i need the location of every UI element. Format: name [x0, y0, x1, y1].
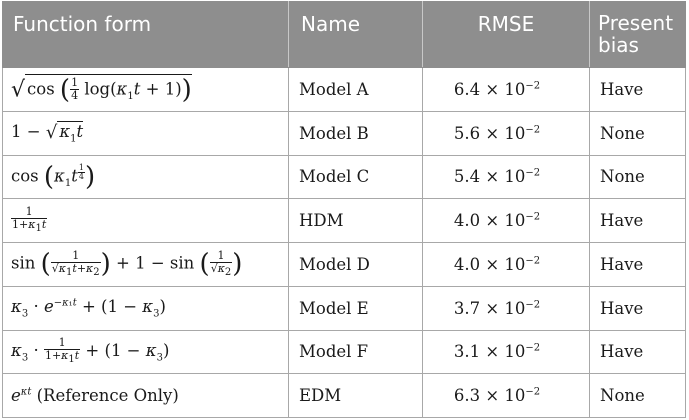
name-cell: Model D: [288, 242, 423, 287]
name-cell: EDM: [288, 373, 423, 418]
header-present-bias: Present bias: [589, 1, 686, 68]
header-rmse: RMSE: [422, 1, 590, 68]
rmse-cell: 6.4 × 10−2: [422, 67, 590, 112]
formula-edm: eκt (Reference Only): [2, 373, 289, 418]
bias-cell: Have: [589, 329, 686, 375]
rmse-mantissa: 5.6 × 10: [453, 123, 526, 143]
rmse-mantissa: 6.4 × 10: [453, 79, 526, 99]
table-row: κ3 · e−κ₁t + (1 − κ3) Model E 3.7 × 10−2…: [2, 285, 686, 331]
header-present-bias-line1: Present: [598, 11, 674, 35]
rmse-mantissa: 4.0 × 10: [453, 254, 526, 274]
rmse-exponent: −2: [525, 299, 541, 311]
rmse-exponent: −2: [525, 386, 541, 398]
rmse-exponent: −2: [525, 255, 541, 267]
rmse-mantissa: 6.3 × 10: [453, 386, 526, 406]
name-cell: Model C: [288, 154, 423, 200]
rmse-mantissa: 4.0 × 10: [453, 211, 526, 231]
rmse-exponent: −2: [525, 211, 541, 223]
name-cell: Model B: [288, 110, 423, 156]
rmse-exponent: −2: [525, 124, 541, 136]
rmse-mantissa: 3.1 × 10: [453, 342, 526, 362]
rmse-cell: 4.0 × 10−2: [422, 198, 590, 243]
rmse-mantissa: 3.7 × 10: [453, 298, 526, 318]
table-row: √ cos (1 4 log(κ1t + 1)) Model A 6.4 × 10−…: [2, 67, 686, 112]
bias-cell: None: [589, 110, 686, 156]
edm-note: (Reference Only): [36, 386, 179, 406]
rmse-cell: 3.7 × 10−2: [422, 285, 590, 331]
header-present-bias-line2: bias: [598, 33, 639, 57]
rmse-cell: 4.0 × 10−2: [422, 242, 590, 287]
rmse-exponent: −2: [525, 342, 541, 354]
rmse-cell: 5.6 × 10−2: [422, 110, 590, 156]
rmse-cell: 6.3 × 10−2: [422, 373, 590, 418]
formula-model-f: κ3 · 1 1+κ1t + (1 − κ3): [2, 329, 289, 375]
bias-cell: Have: [589, 198, 686, 243]
formula-hdm: 1 1+κ1t: [2, 198, 289, 243]
formula-model-e: κ3 · e−κ₁t + (1 − κ3): [2, 285, 289, 331]
name-cell: Model F: [288, 329, 423, 375]
bias-cell: None: [589, 154, 686, 200]
bias-cell: None: [589, 373, 686, 418]
formula-model-a: √ cos (1 4 log(κ1t + 1)): [2, 67, 289, 112]
header-row: Function form Name RMSE Present bias: [2, 1, 686, 68]
rmse-exponent: −2: [525, 80, 541, 92]
rmse-cell: 5.4 × 10−2: [422, 154, 590, 200]
formula-model-c: cos (κ1t 1 4): [2, 154, 289, 200]
table-row: cos (κ1t 1 4) Model C 5.4 × 10−2 None: [2, 154, 686, 200]
bias-cell: Have: [589, 67, 686, 112]
bias-cell: Have: [589, 285, 686, 331]
table-row: κ3 · 1 1+κ1t + (1 − κ3) Model F 3.1 × 10−…: [2, 329, 686, 375]
table-row: 1 − √ κ1t Model B 5.6 × 10−2 None: [2, 110, 686, 156]
table-row: eκt (Reference Only) EDM 6.3 × 10−2 None: [2, 373, 686, 418]
formula-model-b: 1 − √ κ1t: [2, 110, 289, 156]
header-name: Name: [288, 1, 423, 68]
header-function-form: Function form: [2, 1, 289, 68]
name-cell: HDM: [288, 198, 423, 243]
formula-model-d: sin (1 √κ1t+κ2) + 1 − sin (1 √κ2): [2, 242, 289, 287]
bias-cell: Have: [589, 242, 686, 287]
rmse-mantissa: 5.4 × 10: [453, 167, 526, 187]
name-cell: Model A: [288, 67, 423, 112]
name-cell: Model E: [288, 285, 423, 331]
rmse-exponent: −2: [525, 167, 541, 179]
table-row: sin (1 √κ1t+κ2) + 1 − sin (1 √κ2) Model D …: [2, 242, 686, 287]
rmse-cell: 3.1 × 10−2: [422, 329, 590, 375]
table-row: 1 1+κ1t HDM 4.0 × 10−2 Have: [2, 198, 686, 243]
